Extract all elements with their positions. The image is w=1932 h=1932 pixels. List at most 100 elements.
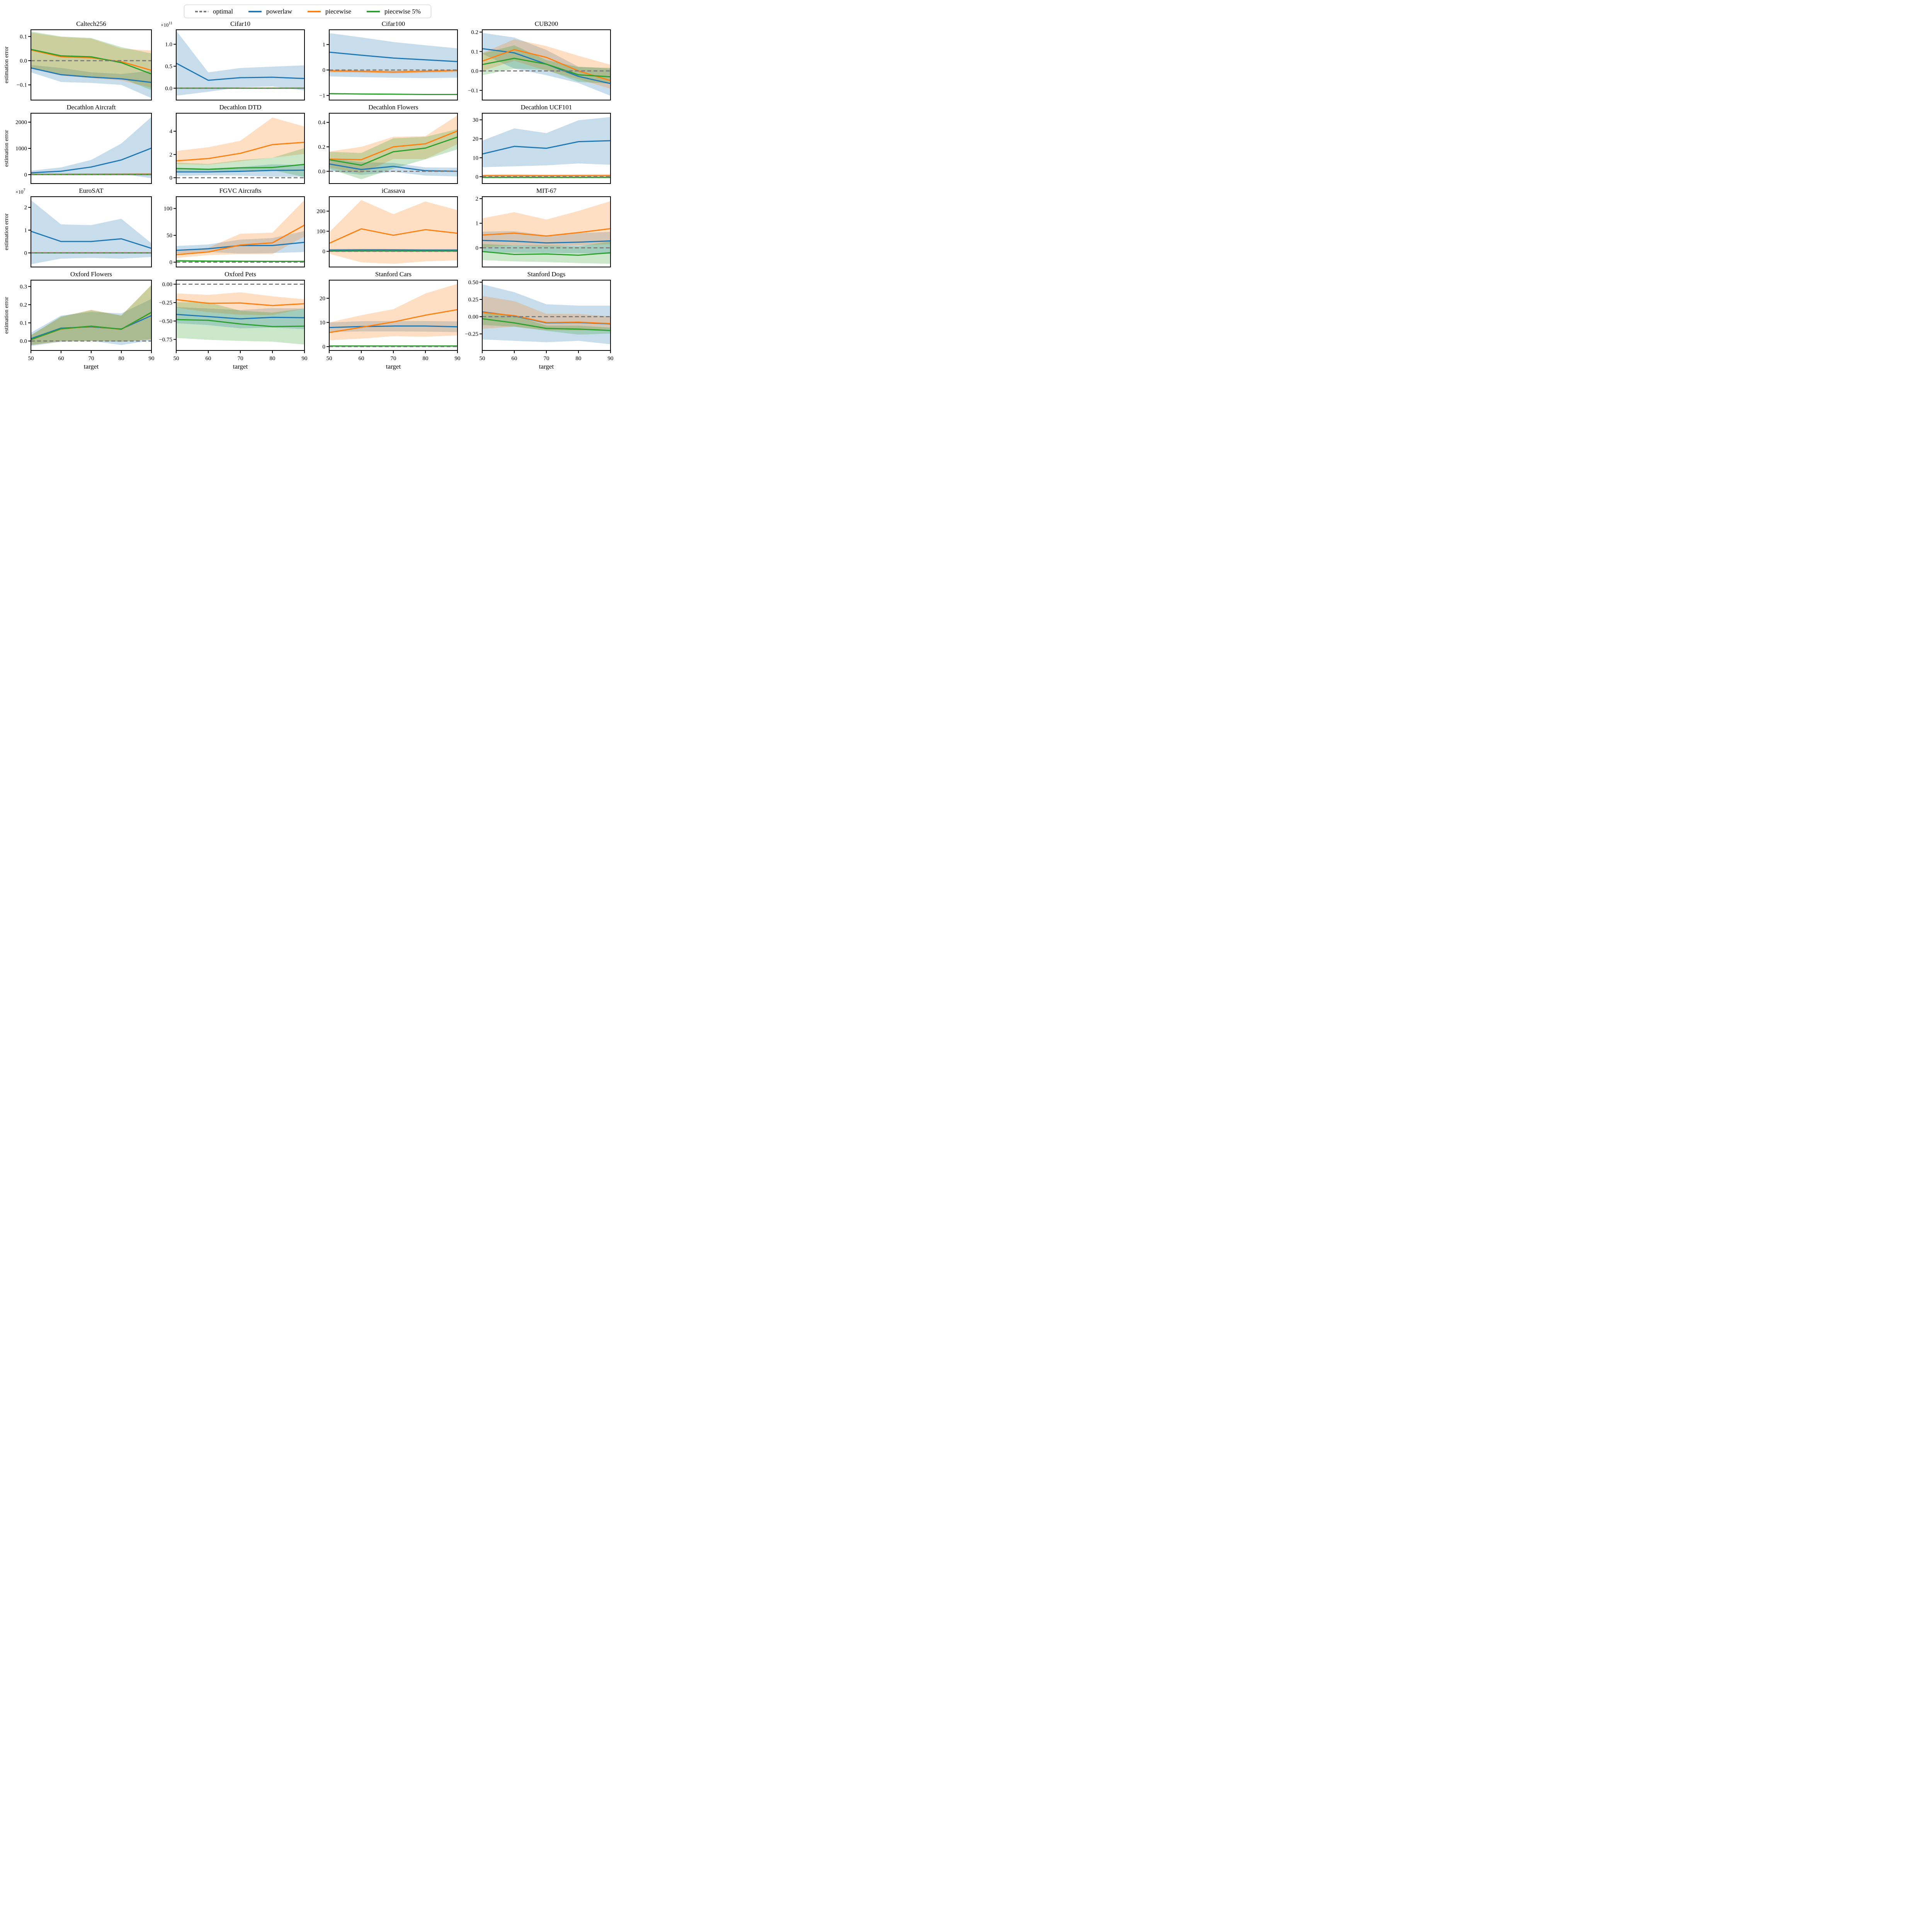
series-band-piecewise5: [31, 31, 151, 90]
y-tick-label: 0.0: [165, 85, 172, 92]
legend-item-piecewise: piecewise: [307, 8, 351, 15]
series-line-piecewise: [329, 70, 457, 73]
y-tick-label: 0.1: [20, 34, 27, 40]
x-tick-label: 60: [206, 355, 211, 362]
y-tick-label: 1: [476, 221, 479, 227]
subplot-cub200: 0.2 0.1 0.0 −0.1 CUB200: [461, 20, 614, 103]
chart-title: Stanford Cars: [375, 270, 412, 278]
axis-offset-label: ×107: [15, 188, 25, 195]
series-band-piecewise: [176, 292, 304, 315]
axes-frame: [482, 29, 611, 100]
x-tick-label: 90: [302, 355, 308, 362]
y-tick-label: 10: [320, 320, 325, 326]
chart-canvas: 2 1 0 estimation error EuroSAT ×107: [3, 187, 152, 267]
series-line-piecewise5: [482, 318, 611, 331]
chart-canvas: 20 10 050 60 70 80 90 target Stanford Cars: [320, 270, 461, 370]
series-band-piecewise: [329, 200, 457, 264]
y-tick-label: 4: [170, 129, 173, 135]
series-band-piecewise: [329, 284, 457, 340]
y-tick-label: 10: [473, 155, 478, 161]
y-tick-label: 0.2: [20, 302, 27, 308]
legend-label: powerlaw: [266, 8, 292, 15]
series-band-powerlaw: [176, 231, 304, 254]
subplot-decathlon-ucf101: 30 20 10 0 Decathlon UCF101: [461, 103, 614, 187]
chart-title: Decathlon UCF101: [521, 104, 572, 111]
y-tick-label: 1000: [15, 146, 27, 152]
subplot-stanford-dogs: 0.50 0.25 0.00 −0.25 50 60 70 80 90 target Stanfor…: [461, 270, 614, 371]
axes-frame: [176, 29, 305, 100]
x-axis-label: target: [84, 363, 99, 370]
series-band-piecewise: [482, 201, 611, 248]
y-tick-label: 0.25: [468, 297, 478, 303]
chart-canvas: 0.50 0.25 0.00 −0.25 50 60 70 80 90 target Stanfor…: [465, 270, 613, 370]
chart-canvas: 1 0 −1 Cifar100: [319, 20, 458, 100]
legend-item-powerlaw: powerlaw: [248, 8, 292, 15]
y-tick-label: 0: [323, 344, 326, 350]
axes-frame: [176, 113, 305, 184]
powerlaw-line-swatch: [248, 10, 262, 12]
subplot-icassava: 200 100 0 iCassava: [308, 187, 461, 270]
chart-canvas: 4 2 0 Decathlon DTD: [170, 104, 305, 184]
y-tick-label: 50: [167, 233, 172, 239]
chart-canvas: 200 100 0 iCassava: [317, 187, 458, 267]
x-axis-label: target: [233, 363, 248, 370]
y-tick-label: −0.1: [468, 88, 478, 94]
chart-title: Oxford Flowers: [70, 270, 112, 278]
series-band-powerlaw: [31, 117, 151, 179]
y-tick-label: −0.1: [17, 82, 27, 88]
legend-label: optimal: [213, 8, 233, 15]
y-tick-label: 0: [24, 250, 27, 256]
chart-canvas: 0.3 0.2 0.1 0.0 50 60 70 80 90 target estimation e…: [3, 270, 155, 370]
y-tick-label: 2: [24, 205, 27, 211]
series-band-piecewise5: [482, 241, 611, 264]
x-tick-label: 60: [359, 355, 364, 362]
legend-label: piecewise 5%: [384, 8, 421, 15]
y-tick-label: 0: [476, 174, 479, 180]
series-line-piecewise5: [176, 163, 304, 170]
chart-title: MIT-67: [536, 187, 557, 194]
series-band-powerlaw: [176, 307, 304, 329]
subplot-decathlon-dtd: 4 2 0 Decathlon DTD: [155, 103, 308, 187]
axes-frame: [329, 113, 458, 184]
series-line-powerlaw: [482, 140, 611, 155]
subplot-oxford-flowers: 0.3 0.2 0.1 0.0 50 60 70 80 90 target estimation e…: [2, 270, 155, 371]
y-tick-label: 0.0: [20, 58, 27, 64]
y-axis-label: estimation error: [3, 130, 10, 167]
series-line-piecewise5: [31, 49, 151, 75]
x-tick-label: 50: [327, 355, 332, 362]
legend-item-optimal: optimal: [194, 8, 233, 15]
chart-title: Decathlon Flowers: [369, 104, 418, 111]
chart-canvas: 1.0 0.5 0.0 Cifar10 ×1011: [161, 20, 305, 100]
y-tick-label: −0.50: [159, 318, 172, 325]
x-tick-label: 80: [270, 355, 276, 362]
chart-title: iCassava: [382, 187, 405, 194]
y-tick-label: 0.3: [20, 284, 27, 290]
series-line-powerlaw: [176, 169, 304, 173]
y-tick-label: 0.5: [165, 63, 172, 70]
series-band-powerlaw: [31, 65, 151, 98]
y-tick-label: 0: [323, 248, 326, 255]
chart-title: Decathlon DTD: [219, 104, 261, 111]
y-tick-label: −0.25: [465, 331, 478, 337]
chart-title: Caltech256: [76, 20, 106, 27]
series-line-powerlaw: [329, 51, 457, 62]
subplot-stanford-cars: 20 10 0 50 60 70 80 90 target Stanford Cars: [308, 270, 461, 371]
y-tick-label: 0: [323, 67, 326, 73]
y-tick-label: 20: [473, 136, 478, 142]
x-tick-label: 50: [480, 355, 485, 362]
axes-frame: [482, 196, 611, 267]
series-line-powerlaw: [176, 63, 304, 81]
piecewise-line-swatch: [308, 10, 321, 12]
series-band-powerlaw: [329, 33, 457, 78]
series-line-piecewise: [176, 141, 304, 162]
chart-title: CUB200: [535, 20, 558, 27]
subplot-decathlon-aircraft: 2000 1000 0 estimation error Decathlon Aircr…: [2, 103, 155, 187]
subplot-mit-67: 2 1 0 MIT-67: [461, 187, 614, 270]
series-line-piecewise: [482, 228, 611, 237]
y-tick-label: 0.0: [318, 168, 325, 175]
axes-frame: [329, 196, 458, 267]
series-band-powerlaw: [31, 200, 151, 264]
series-line-powerlaw: [31, 231, 151, 249]
chart-canvas: 0.1 0.0 −0.1 estimation error Caltech256: [3, 20, 152, 100]
subplot-oxford-pets: 0.00 −0.25 −0.50 −0.75 50 60 70 80 90 target Oxfor…: [155, 270, 308, 371]
